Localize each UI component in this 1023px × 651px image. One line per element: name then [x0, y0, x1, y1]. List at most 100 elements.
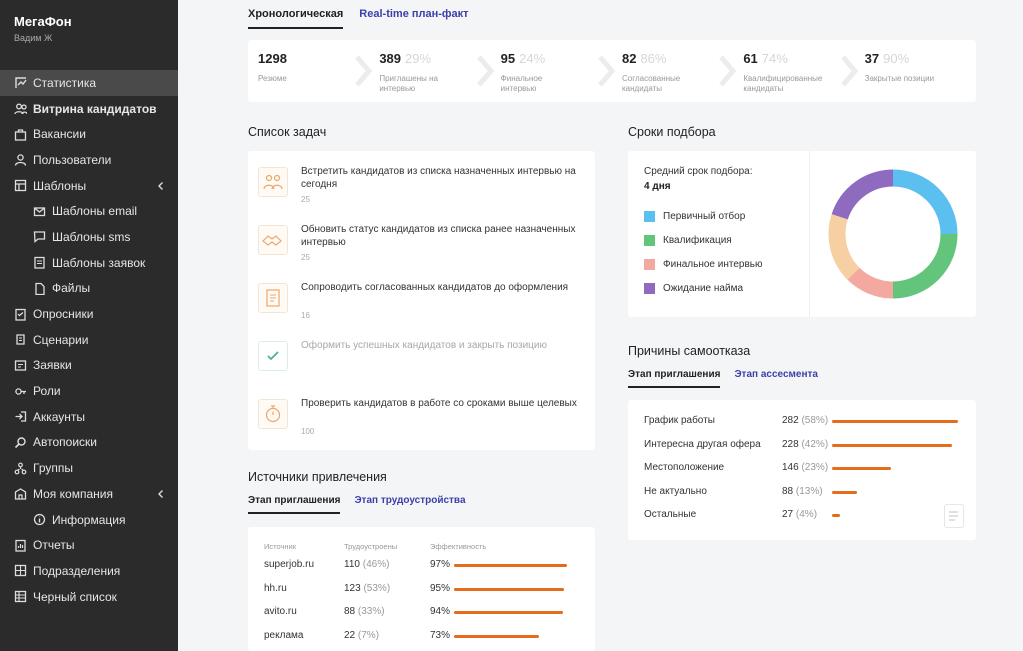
col-hired: Трудоустроены	[344, 542, 398, 551]
sidebar-item-15[interactable]: Группы	[0, 455, 178, 481]
donut-segment[interactable]	[831, 169, 894, 220]
sidebar-item-2[interactable]: Вакансии	[0, 121, 178, 147]
sidebar-item-20[interactable]: Черный список	[0, 584, 178, 610]
table-row[interactable]: реклама 22 (7%) 73%	[264, 630, 584, 644]
funnel-label: Финальное интервью	[500, 74, 543, 93]
funnel-value: 1298	[258, 51, 287, 66]
clipboard-icon	[258, 283, 288, 313]
funnel-step[interactable]: 82 86% Согласованные кандидаты	[612, 40, 737, 102]
tab-chronological[interactable]: Хронологическая	[248, 8, 344, 29]
sidebar-item-10[interactable]: Сценарии	[0, 327, 178, 353]
task-item[interactable]: Оформить успешных кандидатов и закрыть п…	[258, 339, 588, 385]
sidebar-item-label: Файлы	[52, 281, 91, 296]
chevron-left-icon[interactable]	[156, 180, 166, 190]
task-count: 25	[301, 195, 310, 204]
task-item[interactable]: Проверить кандидатов в работе со сроками…	[258, 397, 588, 443]
sources-card: Источник Трудоустроены Эффективность sup…	[248, 527, 595, 651]
sidebar-item-label: Автопоиски	[33, 435, 97, 450]
refusal-row: Местоположение 146 (23%)	[644, 462, 974, 476]
report-icon	[13, 538, 27, 552]
sidebar-item-label: Пользователи	[33, 152, 112, 167]
sidebar-item-5[interactable]: Шаблоны email	[0, 198, 178, 224]
table-row[interactable]: hh.ru 123 (53%) 95%	[264, 583, 584, 597]
donut-segment[interactable]	[828, 214, 860, 280]
report-icon[interactable]	[944, 504, 964, 528]
sidebar-item-18[interactable]: Отчеты	[0, 532, 178, 558]
sidebar-item-11[interactable]: Заявки	[0, 353, 178, 379]
task-item[interactable]: Сопроводить согласованных кандидатов до …	[258, 281, 588, 327]
hired-count: 123	[344, 582, 361, 594]
sidebar-item-label: Вакансии	[33, 127, 86, 142]
divider	[809, 151, 810, 317]
sidebar-item-6[interactable]: Шаблоны sms	[0, 224, 178, 250]
refusal-count: 282	[782, 415, 799, 426]
task-item[interactable]: Встретить кандидатов из списка назначенн…	[258, 165, 588, 211]
legend-item: Квалификация	[644, 235, 732, 246]
request-icon	[13, 358, 27, 372]
funnel-percent: 74%	[761, 51, 788, 66]
meeting-icon	[258, 167, 288, 197]
chevron-right-icon	[476, 56, 494, 86]
task-text: Встретить кандидатов из списка назначенн…	[301, 166, 576, 190]
blacklist-icon	[13, 590, 27, 604]
refusal-reason: Не актуально	[644, 485, 707, 497]
user-name[interactable]: Вадим Ж	[14, 33, 53, 43]
sidebar-item-13[interactable]: Аккаунты	[0, 404, 178, 430]
legend-swatch	[644, 211, 655, 222]
refusal-percent: (13%)	[795, 485, 823, 497]
sidebar-item-label: Подразделения	[33, 563, 121, 578]
chevron-right-icon	[355, 56, 373, 86]
funnel-percent: 90%	[883, 51, 910, 66]
key-icon	[13, 384, 27, 398]
avg-time-label: Средний срок подбора:	[644, 166, 753, 177]
sidebar-item-17[interactable]: Информация	[0, 507, 178, 533]
refusal-row: Не актуально 88 (13%)	[644, 486, 974, 500]
sidebar-item-12[interactable]: Роли	[0, 378, 178, 404]
sidebar-item-9[interactable]: Опросники	[0, 301, 178, 327]
sidebar-item-14[interactable]: Автопоиски	[0, 430, 178, 456]
chevron-left-icon[interactable]	[156, 488, 166, 498]
people-icon	[13, 102, 27, 116]
refusal-reason: График работы	[644, 415, 715, 426]
sidebar-item-8[interactable]: Файлы	[0, 276, 178, 302]
sidebar-item-0[interactable]: Статистика	[0, 70, 178, 96]
tab-sources-invitation[interactable]: Этап приглашения	[248, 495, 341, 514]
sidebar-item-1[interactable]: Витрина кандидатов	[0, 96, 178, 122]
funnel-step[interactable]: 37 90% Закрытые позиции	[855, 40, 976, 102]
funnel-step[interactable]: 61 74% Квалифицированные кандидаты	[733, 40, 858, 102]
mail-icon	[32, 204, 46, 218]
efficiency-bar	[454, 634, 539, 638]
donut-segment[interactable]	[892, 169, 958, 235]
refusal-count: 88	[782, 485, 794, 497]
sidebar-item-3[interactable]: Пользователи	[0, 147, 178, 173]
task-item[interactable]: Обновить статус кандидатов из списка ран…	[258, 223, 588, 269]
tab-refusal-assessment[interactable]: Этап ассесмента	[734, 369, 818, 380]
refusal-row: Остальные 27 (4%)	[644, 509, 974, 523]
sidebar-item-19[interactable]: Подразделения	[0, 558, 178, 584]
table-row[interactable]: superjob.ru 110 (46%) 97%	[264, 559, 584, 573]
hired-count: 110	[344, 559, 360, 570]
funnel-step[interactable]: 389 29% Приглашены на интервью	[369, 40, 494, 102]
table-row[interactable]: avito.ru 88 (33%) 94%	[264, 606, 584, 620]
legend-label: Финальное интервью	[663, 259, 763, 270]
donut-segment[interactable]	[892, 233, 958, 299]
timing-card: Средний срок подбора: 4 дня Первичный от…	[628, 151, 976, 317]
sidebar-item-label: Черный список	[33, 589, 117, 604]
tab-realtime-plan-fact[interactable]: Real-time план-факт	[359, 8, 469, 20]
sidebar-item-label: Шаблоны	[33, 178, 87, 193]
sidebar-item-7[interactable]: Шаблоны заявок	[0, 250, 178, 276]
funnel-step[interactable]: 95 24% Финальное интервью	[491, 40, 616, 102]
legend-swatch	[644, 283, 655, 294]
tab-refusal-invitation[interactable]: Этап приглашения	[628, 369, 721, 388]
legend-item: Первичный отбор	[644, 211, 745, 222]
main-content: Хронологическая Real-time план-факт 1298…	[178, 0, 1023, 651]
funnel-label: Квалифицированные кандидаты	[743, 74, 823, 93]
refusal-bar	[832, 514, 840, 517]
source-name: avito.ru	[264, 606, 297, 617]
sidebar-item-4[interactable]: Шаблоны	[0, 173, 178, 199]
file-icon	[32, 281, 46, 295]
donut-segment[interactable]	[847, 267, 894, 299]
tab-sources-employment[interactable]: Этап трудоустройства	[354, 495, 466, 506]
funnel-step[interactable]: 1298 Резюме	[248, 40, 373, 102]
sidebar-item-16[interactable]: Моя компания	[0, 481, 178, 507]
